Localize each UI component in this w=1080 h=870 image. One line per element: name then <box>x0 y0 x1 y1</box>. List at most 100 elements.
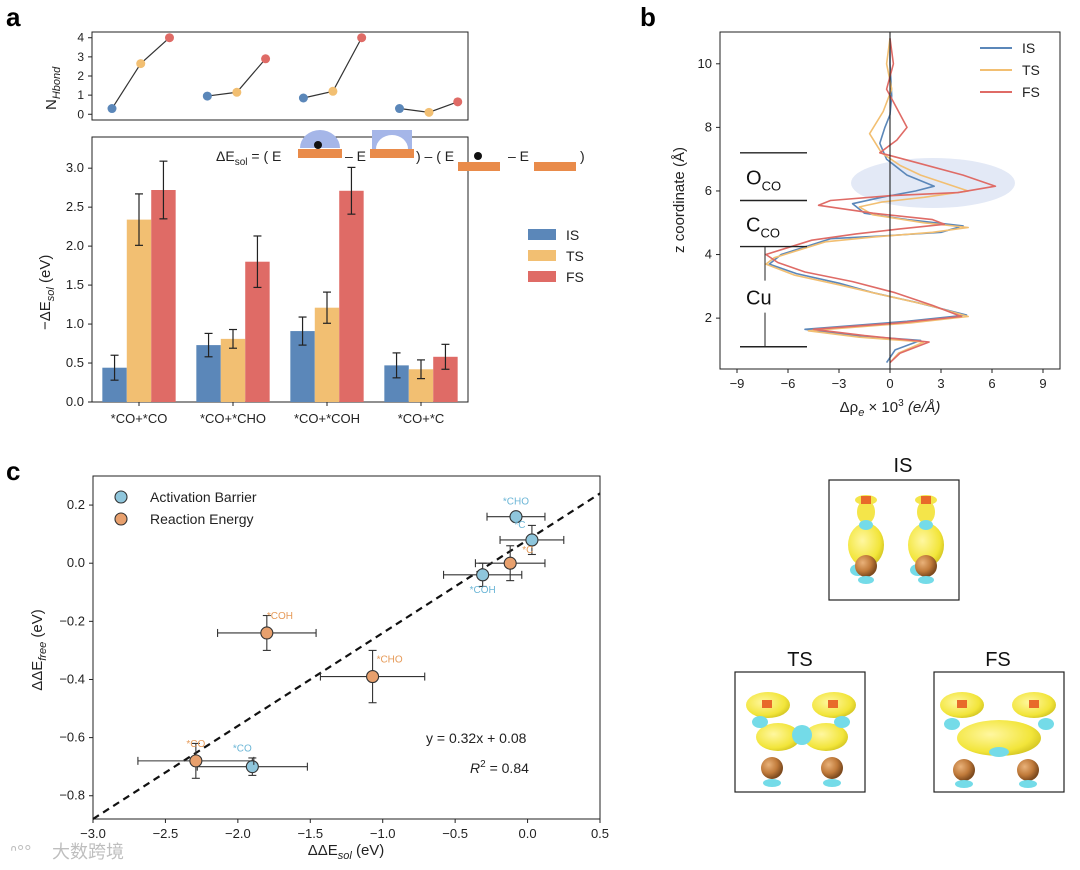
snapshot-fs <box>933 671 1065 793</box>
scatter-point <box>503 556 517 570</box>
layer-boundaries: OCO CCO Cu <box>740 152 807 348</box>
scatter-point-label: *COH <box>267 611 293 622</box>
fit-r-squared: R2 = 0.84 <box>470 759 529 776</box>
density-legend: IS TS FS <box>980 40 1040 100</box>
hbond-y-label: NHbond <box>43 66 63 110</box>
structure-snapshots: IS TS <box>734 455 1065 793</box>
fit-line <box>92 492 601 820</box>
bar-x-tick-label: *CO+*COH <box>294 411 360 426</box>
hbond-y-tick-label: 4 <box>77 31 84 45</box>
bar-y-tick-label: 1.5 <box>66 277 84 292</box>
density-x-tick-label: −6 <box>781 376 796 391</box>
scatter-y-ticks: −0.8 −0.6 −0.4 −0.2 0.0 0.2 <box>59 497 93 803</box>
bar-x-tick-label: *CO+*CHO <box>200 411 266 426</box>
scatter-point-label: *C <box>522 545 533 556</box>
density-y-label: z coordinate (Å) <box>671 147 688 253</box>
correlation-scatter-chart: −3.0 −2.5 −2.0 −1.5 −1.0 −0.5 0.0 0.5 −0.8−0.6−… <box>29 475 609 862</box>
scatter-point <box>260 626 274 640</box>
scatter-y-tick-label: 0.0 <box>67 555 85 570</box>
hbond-y-tick-label: 2 <box>77 69 84 83</box>
scatter-point-label: *C <box>514 520 525 531</box>
fit-equation: y = 0.32x + 0.08 <box>426 730 527 746</box>
scatter-point-label: *CHO <box>377 655 403 666</box>
bar-plot-frame <box>91 136 469 403</box>
hbond-point-ts <box>328 86 338 96</box>
snapshot-is <box>828 479 960 601</box>
charge-density-chart: −9 −6 −3 0 3 6 9 2 4 6 8 10 OCO CCO Cu IS TS FS Δρe × … <box>671 31 1061 419</box>
bar-x-ticks: *CO+*CO *CO+*CHO *CO+*COH *CO+*C <box>111 402 445 426</box>
density-x-tick-label: 0 <box>886 376 893 391</box>
density-legend-label: TS <box>1022 62 1040 78</box>
hbond-point-ts <box>232 87 242 97</box>
hbond-point-fs <box>164 33 174 43</box>
scatter-point-label: *CO <box>186 739 205 750</box>
scatter-point <box>525 533 539 547</box>
scatter-x-ticks: −3.0 −2.5 −2.0 −1.5 −1.0 −0.5 0.0 0.5 <box>80 819 609 841</box>
snapshot-title-fs: FS <box>985 649 1011 671</box>
scatter-point <box>366 670 380 684</box>
watermark: ᐢ°° 大数跨境 <box>10 842 124 862</box>
scatter-point-label: *CO <box>233 744 252 755</box>
hbond-point-fs <box>261 54 271 64</box>
charge-density-lines <box>765 32 997 369</box>
density-y-tick-label: 4 <box>705 247 712 262</box>
scatter-legend-label: Reaction Energy <box>150 511 254 527</box>
scatter-x-tick-label: −0.5 <box>442 826 468 841</box>
panel-letter-a: a <box>6 2 21 32</box>
hbond-point-is <box>202 91 212 101</box>
scatter-x-tick-label: −2.0 <box>225 826 251 841</box>
is-right-molecule <box>908 495 944 584</box>
scatter-legend-marker <box>114 512 128 526</box>
bar-legend-label: FS <box>566 269 584 285</box>
bar-fs <box>339 190 364 402</box>
density-x-label: Δρe × 103 (e/Å) <box>840 398 941 419</box>
scatter-y-tick-label: −0.6 <box>59 730 85 745</box>
bar-y-ticks: 0.0 0.5 1.0 1.5 2.0 2.5 3.0 <box>66 160 92 409</box>
bar-legend-swatch-fs <box>528 271 556 282</box>
hbond-y-tick-label: 0 <box>77 107 84 121</box>
equation-mid: ) – ( E <box>416 148 454 164</box>
scatter-x-tick-label: −3.0 <box>80 826 106 841</box>
scatter-x-tick-label: 0.5 <box>591 826 609 841</box>
density-line-fs <box>765 38 997 364</box>
snapshot-title-is: IS <box>894 455 913 477</box>
bar-y-label: −ΔEsol (eV) <box>37 255 57 330</box>
scatter-x-label: ΔΔEsol (eV) <box>308 842 385 862</box>
bar-fs <box>151 190 176 402</box>
layer-label: CCO <box>746 215 780 241</box>
density-y-tick-label: 2 <box>705 310 712 325</box>
bar-y-tick-label: 2.0 <box>66 238 84 253</box>
density-y-ticks: 2 4 6 8 10 <box>698 56 720 325</box>
bar-y-tick-label: 0.5 <box>66 355 84 370</box>
density-x-ticks: −9 −6 −3 0 3 6 9 <box>730 369 1047 391</box>
scatter-legend: Activation Barrier Reaction Energy <box>114 489 257 527</box>
hbond-point-fs <box>453 97 463 107</box>
scatter-point-label: *COH <box>470 585 496 596</box>
hbond-point-is <box>394 104 404 114</box>
bar-legend-label: IS <box>566 227 579 243</box>
bar-legend: IS TS FS <box>528 227 584 285</box>
scatter-point <box>476 568 490 582</box>
scatter-plot-frame <box>92 475 601 820</box>
scatter-point-label: *CHO <box>503 497 529 508</box>
panel-letter-c: c <box>6 456 20 486</box>
hbond-y-tick-label: 3 <box>77 50 84 64</box>
scatter-y-tick-label: −0.4 <box>59 671 85 686</box>
snapshot-title-ts: TS <box>787 649 813 671</box>
density-y-tick-label: 8 <box>705 119 712 134</box>
scatter-point <box>509 510 523 524</box>
layer-label: OCO <box>746 168 781 194</box>
density-x-tick-label: 6 <box>988 376 995 391</box>
bar-x-tick-label: *CO+*C <box>398 411 445 426</box>
scatter-y-label: ΔΔEfree (eV) <box>29 609 49 691</box>
snapshot-ts <box>734 671 866 793</box>
hbond-point-ts <box>136 59 146 69</box>
scatter-x-tick-label: −1.0 <box>370 826 396 841</box>
watermark-logo-icon: ᐢ°° <box>10 842 31 862</box>
hbond-y-tick-label: 1 <box>77 88 84 102</box>
layer-label: Cu <box>746 288 772 310</box>
scatter-x-tick-label: −1.5 <box>297 826 323 841</box>
solvation-energy-bar-chart: 0.00.51.01.52.02.53.0 *CO+*CO *CO+*CHO *CO… <box>37 130 585 426</box>
equation-close: ) <box>580 148 585 164</box>
